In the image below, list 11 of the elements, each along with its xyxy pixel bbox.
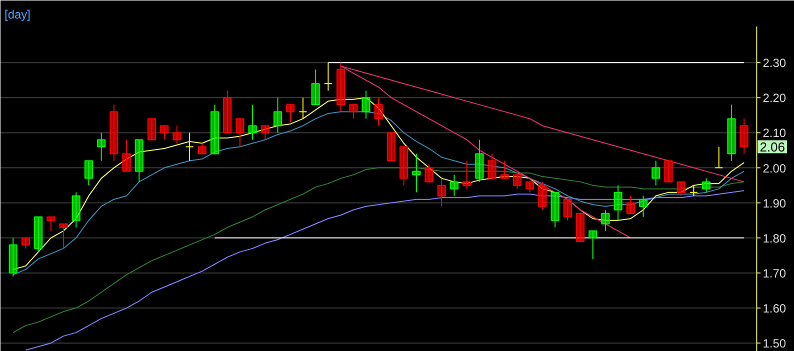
chart-title: [day]: [4, 8, 31, 22]
annotation: 2.06: [760, 139, 786, 154]
y-tick-label: 2.20: [762, 91, 786, 106]
y-tick-label: 2.10: [762, 126, 786, 140]
y-tick-label: 1.60: [762, 302, 786, 316]
y-tick-label: 2.30: [762, 56, 786, 70]
y-tick-label: 1.90: [762, 196, 786, 210]
y-tick-label: 1.50: [762, 336, 786, 351]
y-tick-label: 1.80: [762, 231, 786, 246]
y-tick-label: 1.70: [762, 266, 786, 280]
y-tick-label: 2.00: [762, 161, 786, 176]
